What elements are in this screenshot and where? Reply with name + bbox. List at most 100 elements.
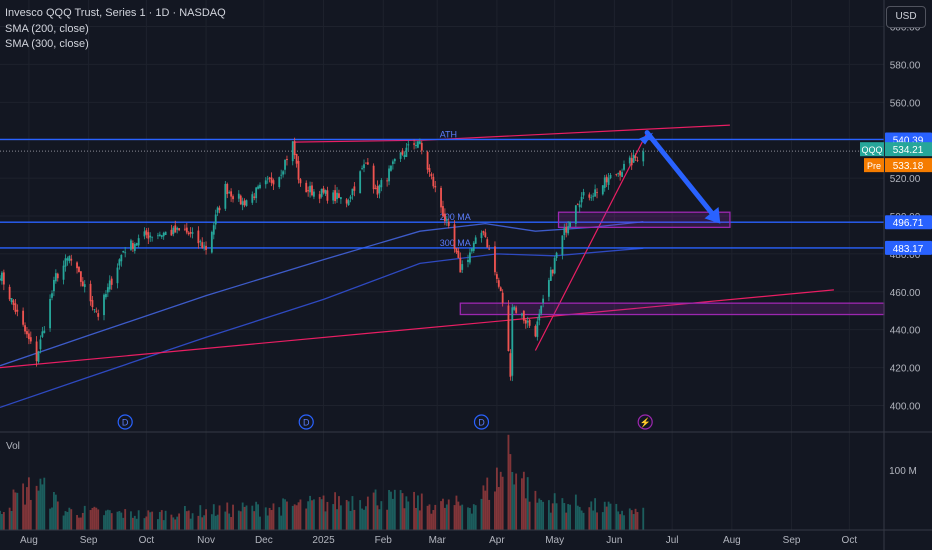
volume-bar [366,496,369,530]
candle-body [603,177,606,188]
volume-bar [14,492,17,530]
candle-body [415,144,417,147]
volume-bar [183,506,186,530]
volume-bar [590,501,593,530]
volume-bar [212,504,215,530]
volume-bar [35,485,38,530]
volume-bar [41,484,44,530]
candle-body [185,227,188,233]
sma200-legend[interactable]: SMA (200, close) [5,22,89,35]
volume-bar [313,499,315,530]
volume-bar [607,501,610,530]
candle-body [176,227,179,230]
candle-body [53,279,55,292]
candle-body [486,239,489,248]
y-tick-label: 520.00 [890,174,921,185]
volume-bar [243,506,246,530]
candle-body [378,185,381,194]
candle-body [359,171,362,194]
candle-body [309,185,311,193]
candle-body [372,165,375,190]
candle-body [390,165,392,171]
volume-bar [426,505,429,530]
event-marker [117,414,133,430]
candle-body [270,177,273,183]
candle-body [470,248,473,252]
level-price-tag-bg [885,240,932,255]
volume-bar [299,499,302,530]
candle-body [615,174,618,176]
volume-bar [630,510,633,530]
volume-bar [241,502,244,530]
volume-bar [239,511,242,530]
x-tick-label: Dec [255,535,273,546]
candle-body [91,300,94,308]
chart-legend[interactable]: Invesco QQQ Trust, Series 1 · 1D · NASDA… [5,6,226,53]
candle-body [199,241,202,243]
event-marker-label: ⚡ [640,417,651,429]
volume-bar [347,501,350,530]
volume-bar [576,505,579,530]
candle-body [513,306,516,310]
volume-bar [66,511,69,530]
candle-body [497,280,500,287]
candle-body [434,186,437,188]
x-tick-label: Oct [139,535,155,546]
volume-bar [374,489,377,530]
volume-bar [105,510,107,530]
candle-body [79,271,82,282]
sma300-legend[interactable]: SMA (300, close) [5,38,89,50]
x-tick-label: 2025 [312,535,335,546]
volume-bar [62,515,65,530]
candle-body [253,196,256,198]
arrow-head [639,132,654,145]
candle-body [457,250,460,259]
candle-body [174,225,177,233]
volume-bar [332,504,335,530]
qqq-price-tag: 534.21 [893,145,924,156]
volume-bar [636,512,639,530]
volume-bar [257,504,259,530]
volume-bar [253,511,256,530]
sma300-line [0,247,644,409]
candle-body [363,164,365,169]
candle-body [93,309,96,311]
volume-bar [380,501,383,530]
volume-bar [376,505,379,530]
volume-bar [266,515,269,530]
volume-bar [534,490,537,530]
currency-button[interactable]: USD [886,6,926,28]
candle-body [428,168,431,172]
candle-body [81,281,84,287]
candle-body [322,188,325,193]
volume-bar [413,491,415,530]
candle-body [189,232,192,234]
candle-body [547,280,550,297]
candle-body [582,191,585,196]
candle-body [361,168,363,170]
candle-body [366,162,369,165]
volume-bar [565,512,568,530]
candle-body [565,227,568,233]
price-tags: 540.39 496.71 483.17 QQQ 534.21 Pre 533.18 [860,132,932,255]
volume-bar [322,495,325,530]
volume-bar [228,513,231,530]
candle-body [295,153,298,164]
candle-body [507,305,510,351]
volume-bar [440,501,442,530]
y-tick-label: 460.00 [890,288,921,299]
candle-body [24,325,26,332]
volume-bar [403,508,406,530]
candle-body [534,326,537,337]
volume-bar [49,508,51,530]
volume-bar [499,471,502,530]
candle-body [528,319,531,326]
candle-body [440,187,442,208]
volume-bar [538,498,541,530]
candle-body [297,160,300,180]
candle-body [27,333,30,340]
candle-body [183,228,186,230]
volume-bar [305,508,308,530]
volume-bar [488,499,491,530]
